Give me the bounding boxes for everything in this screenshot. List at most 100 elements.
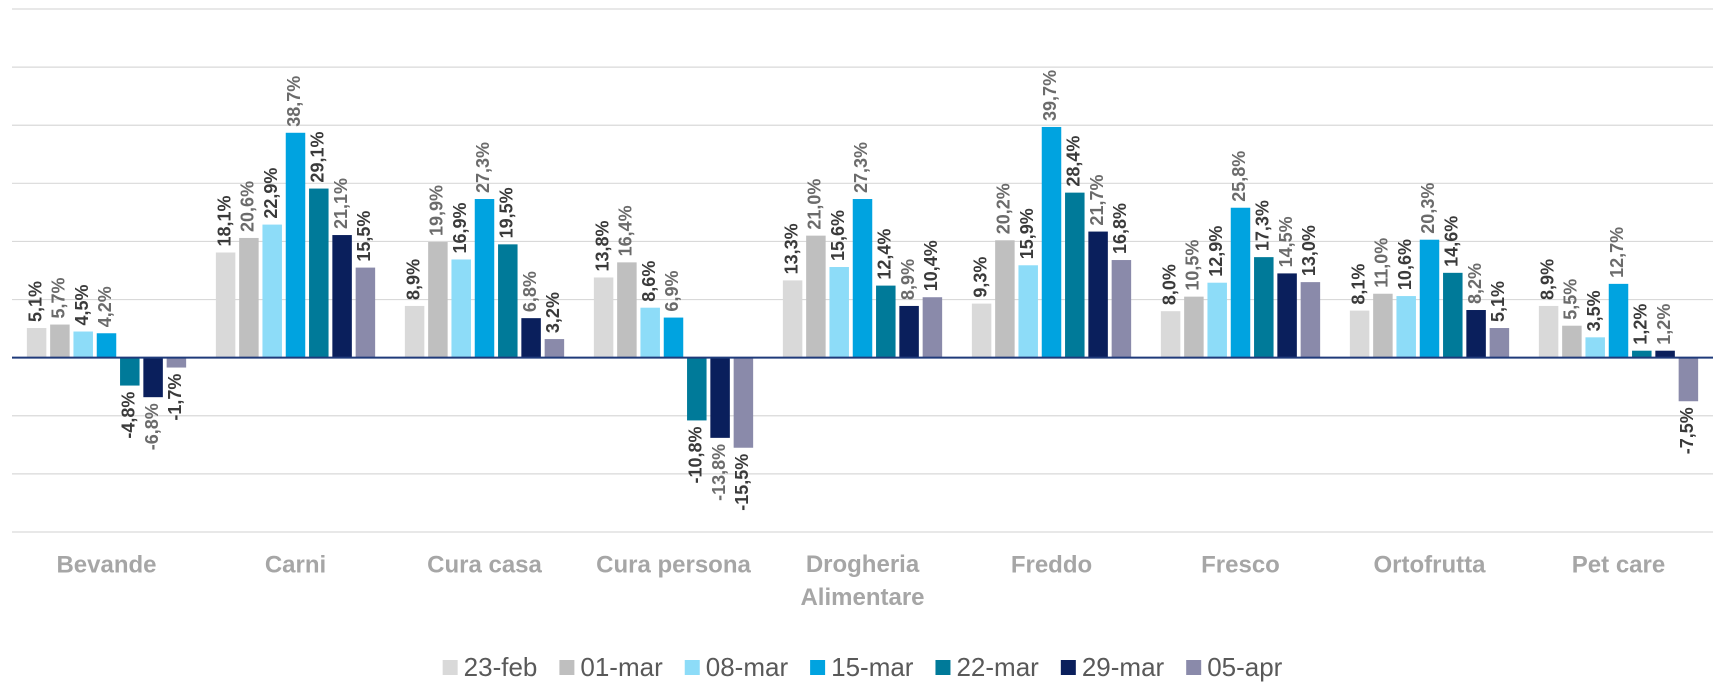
bar <box>1111 260 1132 358</box>
x-tick-label: Freddo <box>1011 551 1092 578</box>
legend-label: 15-mar <box>831 652 914 682</box>
data-label: 27,3% <box>851 142 871 193</box>
data-label: 20,3% <box>1418 183 1438 234</box>
bar <box>1349 310 1370 358</box>
bar <box>544 339 565 358</box>
bar <box>50 324 70 358</box>
bar <box>617 262 637 358</box>
data-label: -6,8% <box>142 403 162 450</box>
bar <box>1466 310 1486 358</box>
data-label: 21,1% <box>331 178 351 229</box>
data-label: 8,0% <box>1159 264 1179 305</box>
x-tick-label-line: Alimentare <box>800 584 924 611</box>
data-label: 15,5% <box>354 211 374 262</box>
bar <box>1632 350 1652 358</box>
data-label: -4,8% <box>119 392 139 439</box>
data-label: 19,5% <box>497 187 517 238</box>
data-label: 12,7% <box>1607 227 1627 278</box>
data-label: 5,1% <box>1488 281 1508 322</box>
x-tick-label: Cura persona <box>596 551 751 578</box>
data-label: 20,6% <box>238 181 258 232</box>
data-label: 11,0% <box>1372 238 1392 288</box>
x-tick-label: Drogheria Alimentare <box>800 551 924 611</box>
bar <box>1655 350 1675 358</box>
data-label: 4,2% <box>95 286 115 327</box>
data-label: 3,2% <box>543 292 563 333</box>
x-tick-label: Ortofrutta <box>1374 551 1487 578</box>
data-label: 21,0% <box>805 179 825 230</box>
data-label: -15,5% <box>732 454 752 511</box>
data-label: 18,1% <box>214 195 234 246</box>
bar <box>355 267 376 358</box>
legend-label: 23-feb <box>464 652 538 682</box>
data-label: 8,1% <box>1348 264 1368 305</box>
bar <box>404 305 425 358</box>
data-label: 16,9% <box>450 202 470 253</box>
bar <box>876 285 896 358</box>
bar <box>26 328 47 358</box>
data-label: 1,2% <box>1631 304 1651 345</box>
bar <box>1041 126 1062 358</box>
legend-swatch <box>684 660 700 675</box>
bar <box>215 252 236 358</box>
bar <box>806 235 826 358</box>
bar <box>995 240 1015 358</box>
data-label: 8,2% <box>1465 263 1485 304</box>
data-label: 8,9% <box>898 259 918 300</box>
bar <box>1065 192 1085 358</box>
bar <box>166 357 187 368</box>
bar <box>1373 293 1393 358</box>
bar <box>521 318 541 358</box>
data-label: 12,9% <box>1206 226 1226 277</box>
bar <box>332 235 352 358</box>
data-label: 21,7% <box>1087 175 1107 226</box>
bar <box>1585 337 1605 358</box>
bar <box>143 357 163 398</box>
legend-swatch <box>559 660 575 675</box>
data-label: 3,5% <box>1584 290 1604 331</box>
data-label: 8,9% <box>403 259 423 300</box>
bar <box>1277 273 1297 358</box>
bar <box>96 333 117 358</box>
bar <box>1562 325 1582 358</box>
data-label: 16,8% <box>1110 203 1130 254</box>
legend-label: 05-apr <box>1207 652 1282 682</box>
data-label: 4,5% <box>72 284 92 325</box>
data-label: 15,6% <box>828 210 848 261</box>
bar <box>1608 283 1629 358</box>
data-label: 6,9% <box>662 271 682 312</box>
data-label: 25,8% <box>1229 151 1249 202</box>
x-tick-label: Cura casa <box>427 551 542 578</box>
bar <box>971 303 992 358</box>
bar <box>428 242 448 358</box>
x-tick-label: Pet care <box>1572 551 1665 578</box>
data-label: 10,4% <box>921 240 941 291</box>
data-label: -7,5% <box>1677 407 1697 454</box>
bar <box>733 357 754 448</box>
bar <box>1018 265 1038 358</box>
data-label: 17,3% <box>1253 200 1273 251</box>
bar <box>640 307 660 358</box>
bar <box>120 357 140 386</box>
legend-swatch <box>1060 660 1076 675</box>
bar <box>687 357 707 421</box>
bar <box>1160 311 1181 358</box>
data-label: 14,6% <box>1442 216 1462 267</box>
bar <box>262 224 282 358</box>
data-label: 15,9% <box>1017 208 1037 259</box>
data-label: 6,8% <box>520 271 540 312</box>
bar <box>73 331 93 358</box>
bar <box>1254 257 1274 358</box>
bar <box>1489 328 1510 358</box>
bar <box>922 297 943 358</box>
bar <box>309 188 329 358</box>
bar <box>782 280 803 358</box>
legend-swatch <box>1186 660 1202 675</box>
bar <box>829 267 849 358</box>
legend: 23-feb 01-mar 08-mar 15-mar 22-mar 29-mar 05-a… <box>442 652 1283 682</box>
bar <box>1230 207 1251 358</box>
data-label: 13,8% <box>592 220 612 271</box>
bar <box>1443 272 1463 358</box>
legend-label: 29-mar <box>1082 652 1165 682</box>
